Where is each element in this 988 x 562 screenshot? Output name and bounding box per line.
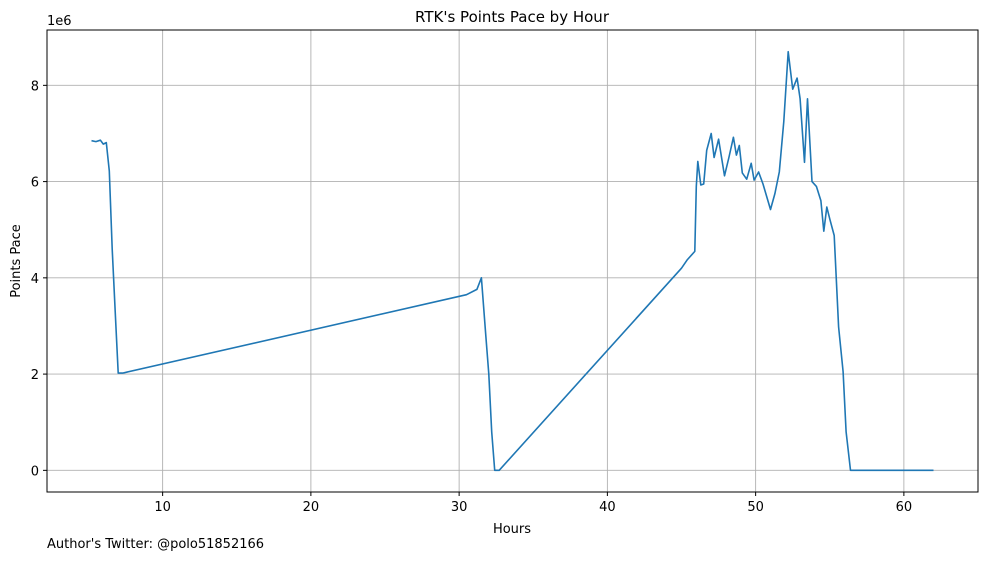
series-layer [91, 50, 934, 472]
grid-layer [47, 30, 978, 492]
plot-frame [46, 29, 979, 493]
y-tick-label: 2 [31, 368, 39, 383]
footer-credit: Author's Twitter: @polo51852166 [47, 537, 265, 552]
y-scale-offset: 1e6 [47, 14, 72, 29]
x-tick-label: 30 [451, 500, 468, 515]
y-tick-label: 4 [31, 272, 39, 287]
x-tick-label: 60 [896, 500, 913, 515]
x-axis-label: Hours [493, 522, 531, 537]
x-tick-label: 10 [154, 500, 171, 515]
series-line [91, 50, 934, 472]
tick-layer: 10 20 30 40 50 60 0 2 4 6 8 [31, 79, 912, 515]
chart-title: RTK's Points Pace by Hour [415, 8, 610, 26]
x-tick-label: 50 [747, 500, 764, 515]
x-tick-label: 40 [599, 500, 616, 515]
y-axis-label: Points Pace [9, 224, 24, 298]
x-tick-label: 20 [303, 500, 320, 515]
y-tick-label: 8 [31, 79, 39, 94]
y-tick-label: 6 [31, 176, 39, 191]
y-tick-label: 0 [31, 464, 39, 479]
